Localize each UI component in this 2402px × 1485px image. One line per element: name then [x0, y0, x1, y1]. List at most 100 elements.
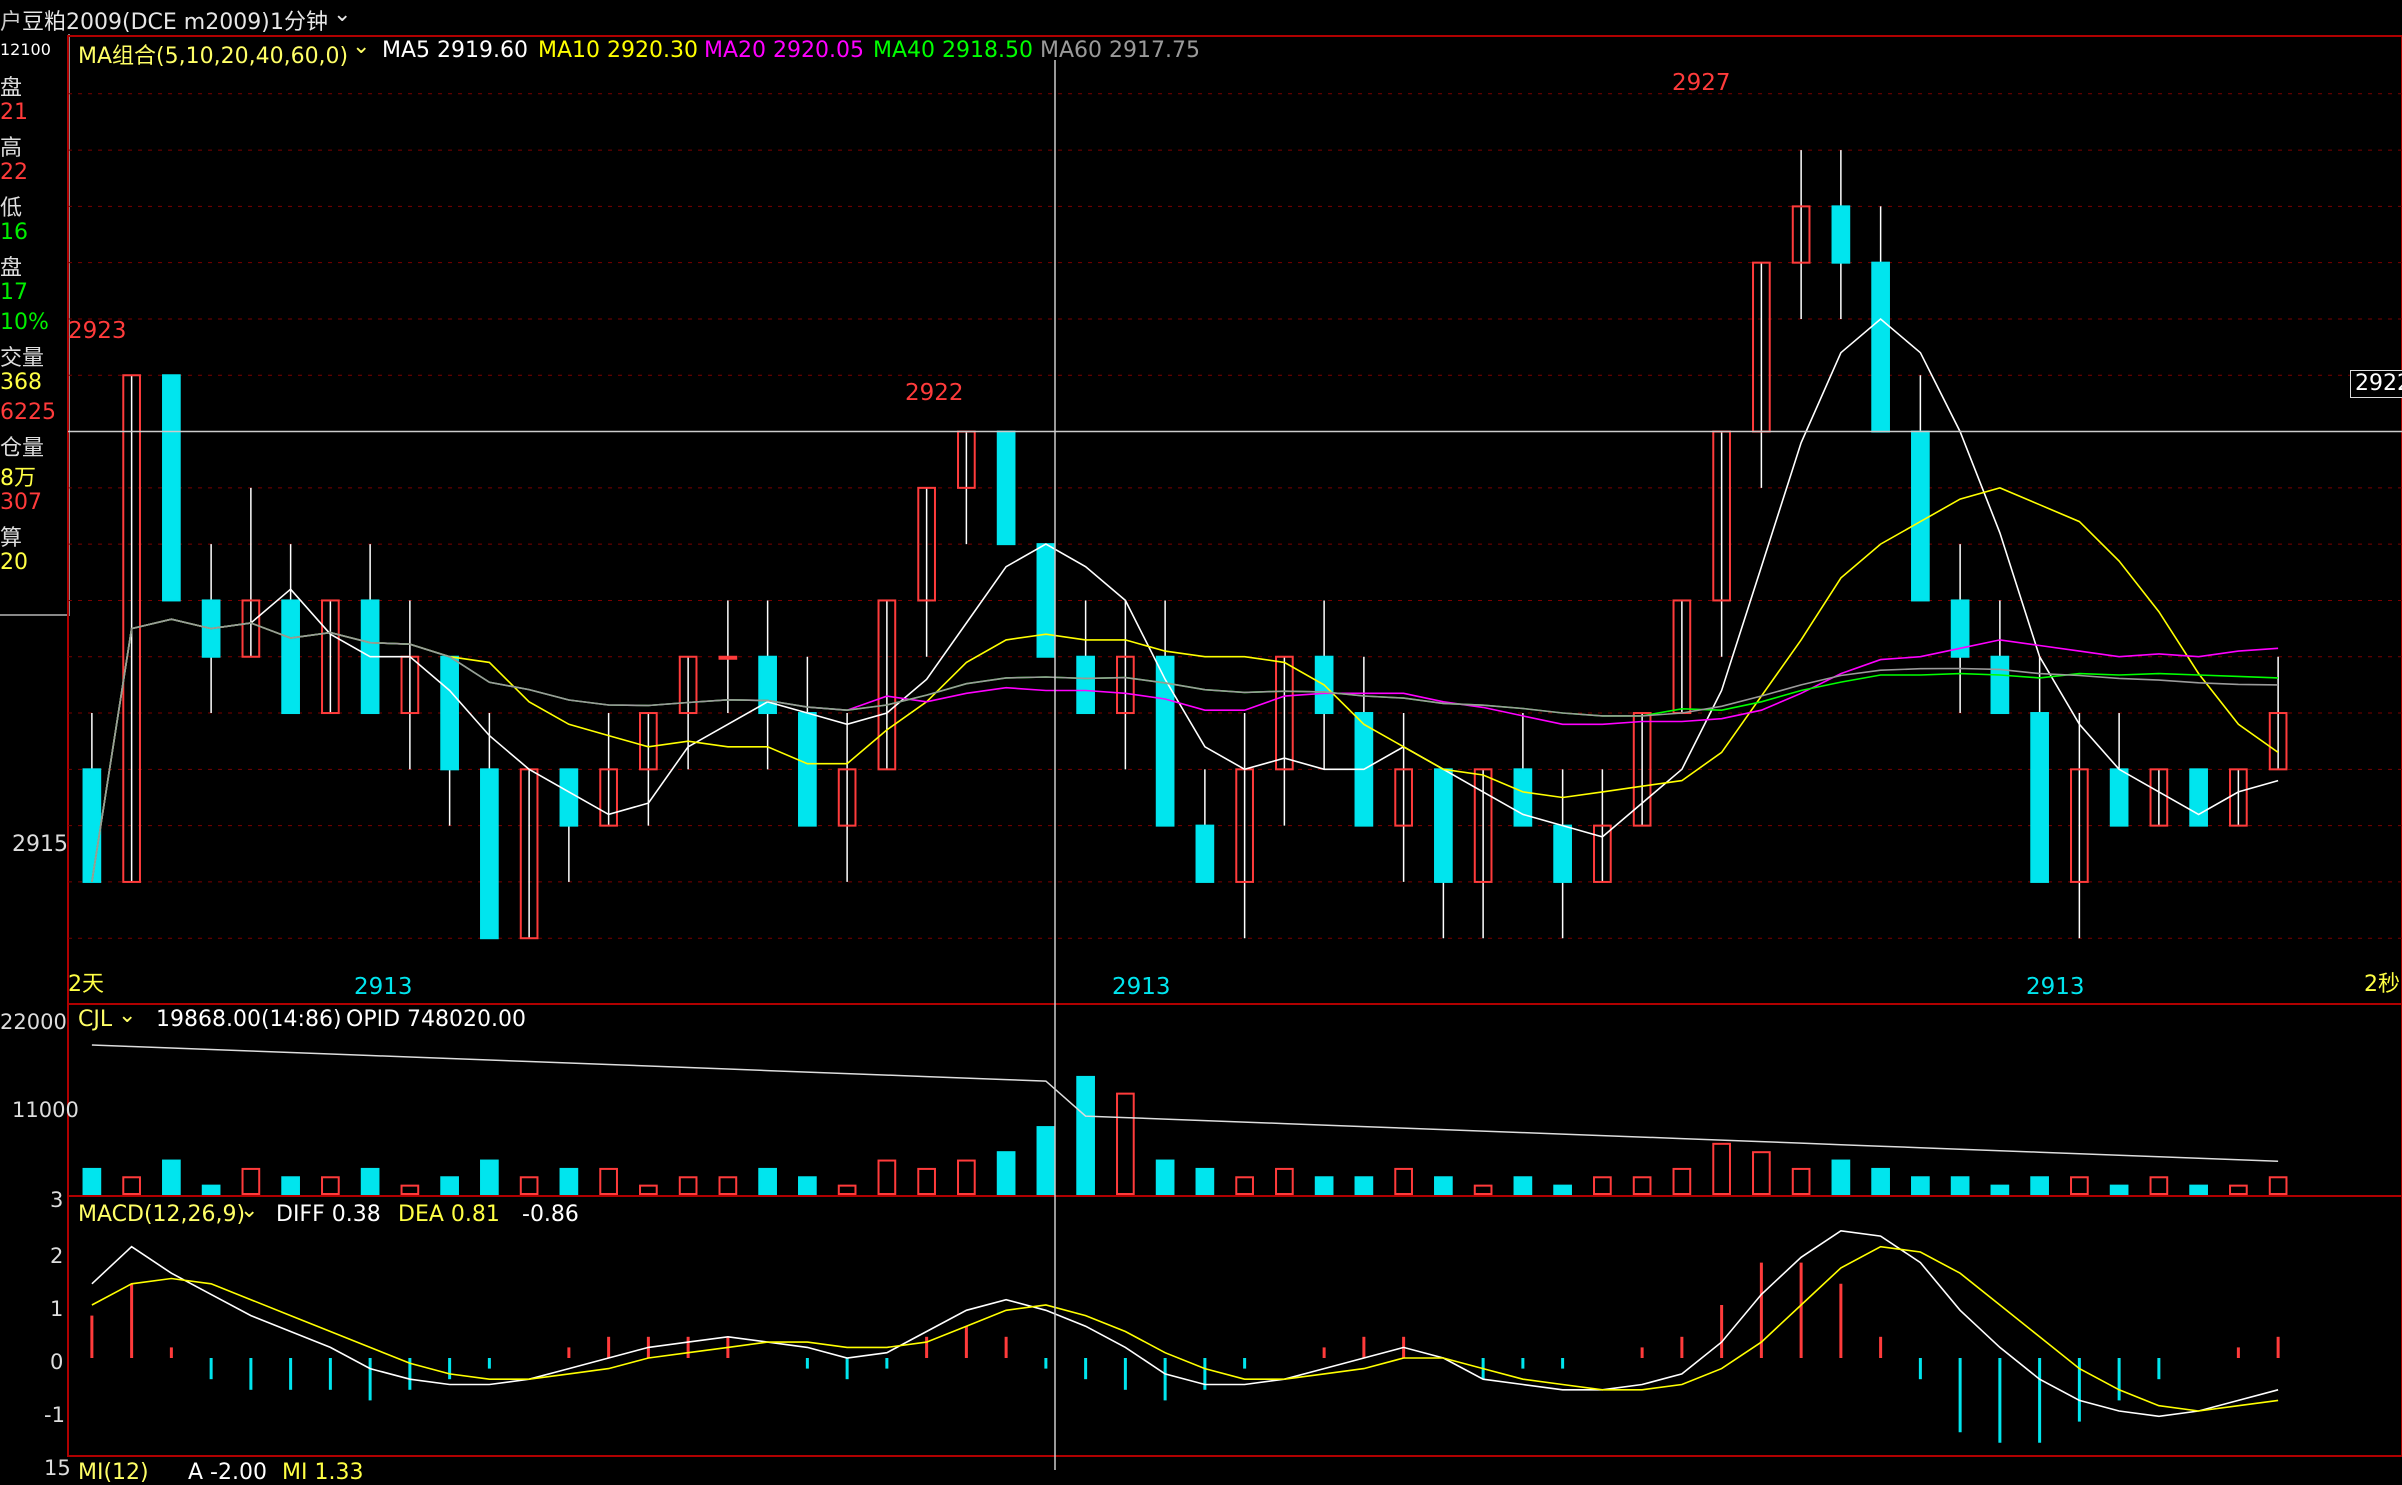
volume-bar [1752, 1151, 1771, 1195]
candle-body [1553, 824, 1572, 883]
volume-bar [1116, 1092, 1135, 1195]
volume-bar [1791, 1167, 1811, 1195]
chevron-down-icon[interactable]: ⌄ [333, 2, 352, 27]
candle-body [917, 486, 936, 602]
menu-icon[interactable]: 户 [0, 10, 23, 35]
candle-body [2070, 768, 2089, 883]
cursor-price-label: 2922 [2350, 370, 2402, 398]
quote-field: 盘 [0, 76, 23, 101]
macd-axis-2: 2 [50, 1244, 64, 1268]
volume-bar [321, 1176, 340, 1195]
volume-bar [758, 1167, 777, 1195]
grid-lines [67, 35, 2402, 1457]
macd-axis-0: 0 [50, 1350, 64, 1374]
volume-bar [1394, 1167, 1413, 1195]
candlestick-series [82, 150, 2288, 940]
macd-dea: DEA 0.81 [398, 1202, 500, 1227]
low-marker: 2913 [1112, 974, 1171, 1000]
title-bar: 户 豆粕2009(DCE m2009) 1分钟 ⌄ [0, 0, 2402, 35]
quote-field: 10% [0, 310, 49, 335]
macd-axis-neg1: -1 [44, 1403, 65, 1427]
volume-bar [1155, 1159, 1175, 1195]
ma60-value: MA60 2917.75 [1040, 38, 1200, 63]
candle-body [1076, 655, 1095, 715]
macd-series [90, 1229, 2280, 1443]
volume-bar [1990, 1184, 2010, 1195]
volume-bar [957, 1159, 976, 1195]
chevron-down-icon[interactable]: ⌄ [352, 34, 371, 59]
ma20-line [91, 618, 2279, 883]
candle-body [1434, 768, 1453, 883]
ma-legend-name[interactable]: MA组合(5,10,20,40,60,0) [78, 44, 349, 69]
price-axis-label: 2915 [12, 832, 68, 857]
volume-bar [241, 1167, 261, 1195]
mi-a-value: A -2.00 [188, 1460, 267, 1485]
vol-axis-22000: 22000 [0, 1010, 67, 1034]
candle-body [1394, 768, 1413, 827]
volume-bar [798, 1176, 817, 1195]
mi-name[interactable]: MI(12) [78, 1460, 149, 1485]
candle-body [678, 655, 698, 715]
volume-bar [1076, 1075, 1095, 1195]
volume-bar [718, 1176, 738, 1195]
quote-field: 368 [0, 370, 42, 395]
candle-body [480, 768, 499, 940]
chevron-down-icon[interactable]: ⌄ [118, 1003, 137, 1028]
candle-body [1513, 768, 1533, 827]
volume-bar [122, 1176, 141, 1195]
volume-bar [360, 1167, 380, 1195]
quote-field: 8万 [0, 466, 36, 491]
volume-bar [2030, 1176, 2049, 1195]
volume-bar [519, 1176, 539, 1195]
quote-field: 16 [0, 220, 28, 245]
volume-bar [1553, 1184, 1572, 1195]
ma40-value: MA40 2918.50 [873, 38, 1033, 63]
macd-diff-line [91, 1229, 2279, 1418]
cjl-value: 19868.00(14:86) [156, 1007, 342, 1032]
quote-field: 307 [0, 490, 42, 515]
volume-bar [201, 1184, 221, 1195]
quote-field: 交量 [0, 346, 45, 371]
volume-bar [1354, 1176, 1374, 1195]
volume-bar [1513, 1176, 1533, 1195]
candle-body [122, 374, 141, 883]
candle-body [162, 374, 181, 602]
crosshair-cursor [68, 60, 2402, 1470]
candle-body [837, 768, 857, 827]
candle-body [1195, 824, 1215, 883]
open-interest-line [91, 1044, 2279, 1162]
volume-bar [440, 1176, 459, 1195]
period-selector[interactable]: 1分钟 [270, 10, 328, 35]
chevron-down-icon[interactable]: ⌄ [240, 1198, 259, 1223]
candle-body [1036, 543, 1056, 658]
volume-bar [82, 1167, 102, 1195]
ma40-line [91, 618, 2279, 883]
macd-value: -0.86 [522, 1202, 579, 1227]
volume-bar [1831, 1159, 1851, 1195]
ma10-line [91, 487, 2279, 883]
macd-panel-border [67, 1195, 2402, 1457]
macd-name[interactable]: MACD(12,26,9) [78, 1202, 246, 1227]
volume-bar [599, 1167, 618, 1195]
candle-body [996, 430, 1016, 546]
volume-bar [1314, 1176, 1334, 1195]
candle-body [1791, 205, 1811, 264]
quote-field: 12100 [0, 40, 51, 59]
volume-bar [1712, 1142, 1731, 1196]
volume-bar [1235, 1176, 1254, 1195]
volume-bar [1195, 1167, 1215, 1195]
volume-bar [2109, 1184, 2129, 1195]
high-marker-2922: 2922 [905, 380, 964, 406]
candle-body [758, 655, 777, 715]
candle-body [1831, 205, 1851, 264]
volume-bar [877, 1159, 897, 1195]
mi-axis-15: 15 [44, 1456, 71, 1480]
candle-body [798, 712, 817, 827]
volume-bar [996, 1151, 1016, 1195]
candle-body [241, 599, 261, 658]
volume-bar [678, 1176, 698, 1195]
cjl-name[interactable]: CJL [78, 1007, 113, 1032]
ma60-line [91, 618, 2279, 883]
volume-bar [1911, 1176, 1930, 1195]
